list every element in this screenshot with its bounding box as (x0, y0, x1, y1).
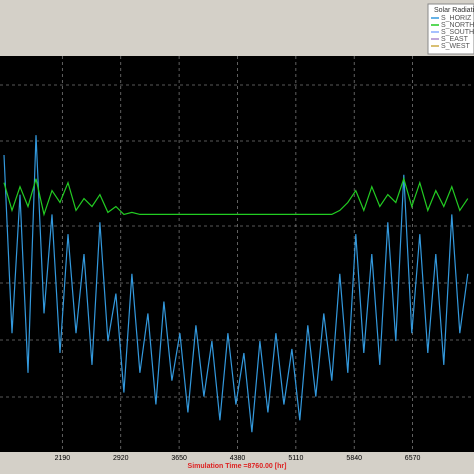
legend-label: S_EAST (441, 36, 469, 43)
x-tick-label: 4380 (230, 455, 246, 462)
x-tick-label: 5110 (288, 455, 303, 462)
legend-label: S_WEST (441, 43, 471, 50)
legend-label: S_SOUTH (441, 29, 474, 36)
legend-title: Solar Radiatio (434, 7, 474, 14)
series-line (3, 135, 469, 433)
x-tick-label: 6570 (405, 455, 421, 462)
x-tick-label: 2920 (113, 455, 129, 462)
series-line (3, 176, 469, 217)
x-tick-label: 3650 (171, 455, 187, 462)
plot-area (0, 56, 474, 452)
x-tick-label: 2190 (55, 455, 71, 462)
legend-label: S_NORTH (441, 22, 474, 29)
legend-label: S_HORIZ (441, 15, 472, 22)
legend: Solar RadiatioS_HORIZS_NORTHS_SOUTHS_EAS… (431, 7, 474, 50)
x-tick-label: 5840 (346, 455, 362, 462)
x-axis-title: Simulation Time =8760.00 [hr] (188, 463, 287, 470)
